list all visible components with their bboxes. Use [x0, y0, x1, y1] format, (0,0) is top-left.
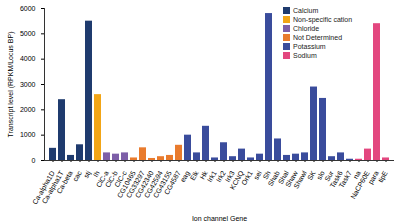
svg-text:ClC-b: ClC-b [103, 169, 119, 189]
svg-text:CG10465: CG10465 [115, 169, 137, 200]
svg-text:tipE: tipE [377, 169, 390, 184]
svg-text:CG33297: CG33297 [124, 169, 146, 200]
svg-text:2000: 2000 [20, 106, 36, 113]
svg-text:para: para [366, 169, 380, 186]
svg-text:CG43155: CG43155 [151, 169, 173, 200]
svg-text:NaCP60E: NaCP60E [349, 169, 371, 200]
svg-text:Elk: Elk [188, 169, 200, 182]
svg-text:ClC-a: ClC-a [94, 169, 110, 189]
html-text:Non-specific cation: Non-specific cation [293, 16, 353, 23]
svg-text:KCNQ: KCNQ [228, 169, 245, 191]
html-text:Not Determined: Not Determined [293, 34, 342, 41]
svg-text:Sur: Sur [323, 169, 335, 183]
svg-text:Ca-beta: Ca-beta [55, 170, 74, 195]
svg-text:Ork1: Ork1 [240, 169, 254, 187]
svg-text:Shawl: Shawl [292, 169, 308, 189]
svg-text:4000: 4000 [20, 55, 36, 62]
svg-text:slo: slo [315, 169, 326, 181]
html-text:Chloride: Chloride [293, 25, 320, 32]
svg-text:5000: 5000 [20, 30, 36, 37]
svg-text:Shaw: Shaw [284, 169, 299, 189]
svg-text:CG42340: CG42340 [133, 169, 155, 200]
svg-text:Task7: Task7 [338, 170, 353, 189]
svg-text:CG42594: CG42594 [142, 169, 164, 200]
svg-text:Sh: Sh [261, 169, 272, 181]
svg-text:Task6: Task6 [328, 169, 344, 189]
svg-text:Irk2: Irk2 [214, 169, 227, 184]
svg-text:eag: eag [178, 169, 191, 184]
svg-text:Shab: Shab [266, 169, 281, 188]
svg-text:Ion channel Gene: Ion channel Gene [192, 215, 247, 222]
html-text:Sodium: Sodium [293, 52, 317, 59]
svg-text:Transcript level (RPKM/Locus B: Transcript level (RPKM/Locus BP) [7, 32, 15, 138]
svg-text:Shal: Shal [276, 169, 290, 186]
svg-text:6000: 6000 [20, 5, 36, 12]
svg-text:cac: cac [71, 169, 83, 183]
svg-text:Irk3: Irk3 [223, 169, 236, 184]
svg-text:na: na [351, 169, 362, 180]
svg-text:sei: sei [252, 169, 263, 181]
svg-text:0: 0 [32, 157, 36, 164]
svg-text:stj: stj [82, 169, 92, 180]
svg-text:Irk1: Irk1 [205, 169, 218, 184]
svg-text:1000: 1000 [20, 131, 36, 138]
svg-text:Ih: Ih [91, 169, 101, 179]
svg-text:SK: SK [306, 169, 317, 181]
html-text:Calcium: Calcium [293, 7, 319, 14]
svg-text:3000: 3000 [20, 81, 36, 88]
svg-text:Ca-alpha1D: Ca-alpha1D [31, 169, 56, 206]
svg-text:Ca-alpha1T: Ca-alpha1T [40, 169, 65, 205]
svg-text:ClC-c: ClC-c [113, 169, 128, 189]
svg-text:Hk: Hk [198, 169, 209, 181]
html-text:Potassium: Potassium [293, 43, 326, 50]
svg-text:CG4587: CG4587 [163, 170, 182, 196]
